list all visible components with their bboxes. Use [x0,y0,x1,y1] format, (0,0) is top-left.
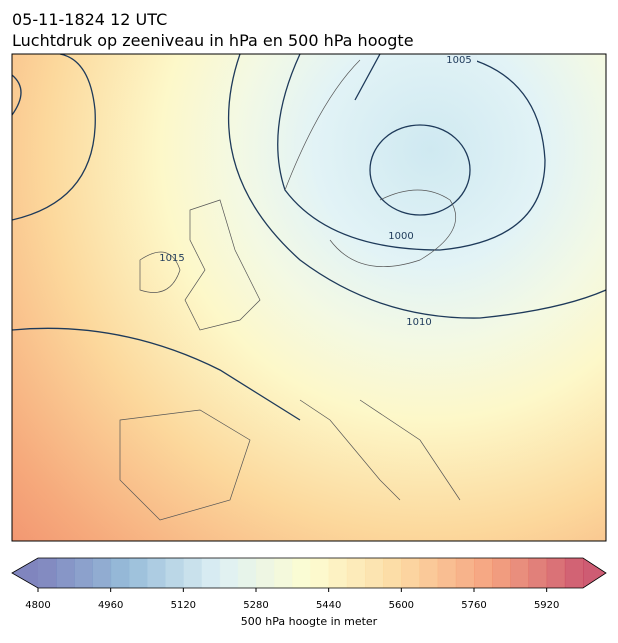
colorbar-tick-label: 5760 [461,600,486,611]
map-title: Luchtdruk op zeeniveau in hPa en 500 hPa… [12,31,414,50]
colorbar-bin [183,558,202,588]
colorbar-tick-label: 5600 [389,600,414,611]
colorbar-bin [510,558,529,588]
isobar [369,124,471,216]
contour-label: 1000 [388,231,413,242]
colorbar-bin [110,558,130,588]
isobar [228,54,606,319]
colorbar-bin [56,558,75,588]
colorbar-bin [201,558,221,588]
colorbar-tick-label: 4960 [98,600,123,611]
colorbar-bin [401,558,420,588]
colorbar-tick-label: 4800 [25,600,50,611]
colorbar-bin [528,558,548,588]
colorbar-bin [437,558,457,588]
colorbar-bin [274,558,293,588]
map-date: 05-11-1824 12 UTC [12,10,167,29]
coast [119,409,251,521]
map-frame [11,53,607,542]
colorbar-bin [128,558,148,588]
colorbar-bin [564,558,584,588]
isobars [12,54,606,421]
contour-label: 1005 [446,55,471,66]
colorbar-bin [365,558,384,588]
isobar [12,74,22,116]
colorbar-tick-label: 5920 [534,600,559,611]
height-field [12,54,606,541]
colorbar-bin [165,558,184,588]
coast [299,399,461,501]
coastlines [119,59,461,521]
colorbar-bin [346,558,366,588]
colorbar-bin [546,558,566,588]
colorbar-bin [328,558,348,588]
colorbar-bin [455,558,475,588]
isobar [12,54,301,421]
contour-label: 1010 [406,317,431,328]
label-bg [447,54,477,66]
colorbar-bin [474,558,493,588]
colorbar-bin [147,558,166,588]
map: 1005 1000 1010 1015 [12,54,606,541]
colorbar-tick-label: 5440 [316,600,341,611]
colorbar-extend [12,558,38,588]
colorbar-bin [92,558,112,588]
colorbar-label: 500 hPa hoogte in meter [241,615,378,628]
colorbar-tick-label: 5280 [243,600,268,611]
colorbar-bin [419,558,439,588]
colorbar-bin [310,558,330,588]
contour-label: 1015 [159,253,184,264]
coast [184,199,261,331]
colorbar-tick-label: 5120 [171,600,196,611]
isobar [277,54,546,251]
colorbar: 4800 4960 5120 5280 5440 5600 5760 5920 [11,557,607,611]
colorbar-bin [492,558,511,588]
coast [139,251,181,293]
colorbar-bin [292,558,311,588]
colorbar-bin [74,558,93,588]
colorbar-bin [237,558,257,588]
colorbar-bin [219,558,239,588]
colorbar-extend [583,558,606,588]
colorbar-bin [38,558,57,588]
coast [284,59,457,267]
colorbar-bin [383,558,402,588]
colorbar-bin [256,558,275,588]
